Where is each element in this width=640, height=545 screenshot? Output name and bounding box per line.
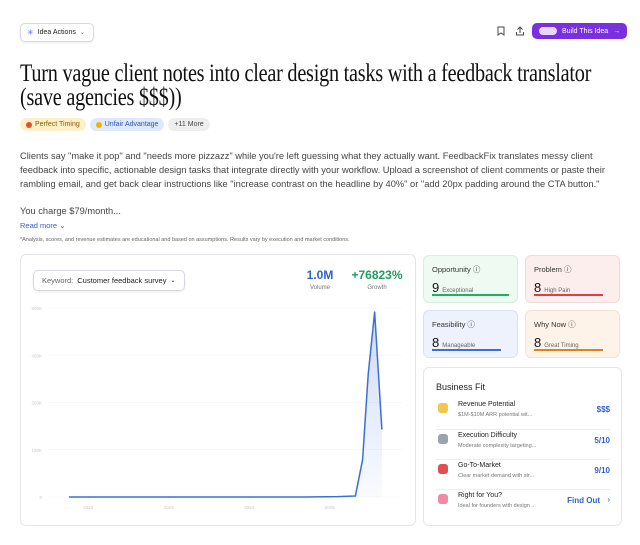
score-bar [534,349,603,351]
fit-desc: Clear market demand with str... [458,473,535,479]
growth-stat: +76823% Growth [348,268,406,291]
tag-icon [95,121,102,128]
bookmark-icon[interactable] [496,26,506,36]
chevron: › [607,495,610,504]
card-score: 8 [534,280,542,295]
fit-name: Go-To-Market [458,462,501,469]
tag[interactable]: +11 More [168,118,210,131]
x-tick-label: 2023 [164,505,175,510]
share-icon[interactable] [515,26,525,36]
fit-desc: $1M-$10M ARR potential wit... [458,412,533,418]
area [68,312,382,497]
row-icon [438,494,448,504]
fit-desc: Ideal for founders with design ... [458,503,536,509]
score-bar [432,349,501,351]
y-tick-label: 600K [31,306,42,311]
tag-text: Unfair Advantage [104,121,159,128]
keyword-label: Keyword: [42,276,74,285]
tag-icon [26,121,32,128]
sparkle-icon: ✳ [27,28,34,37]
score-track [432,294,518,296]
card-sub: Great Timing [544,343,579,349]
fit-desc: Moderate complexity targeting... [458,443,537,449]
score-card[interactable]: Feasibility ⓘ 8 Manageable [423,310,518,358]
card-label: Why Now [534,320,567,329]
tag[interactable]: Unfair Advantage [89,118,165,131]
score-track [534,349,620,351]
score-track [534,294,620,296]
growth-label: Growth [367,285,387,291]
fit-value: 5/10 [594,436,610,445]
logo [539,27,557,35]
tags: Perfect Timing Unfair Advantage +11 More [20,118,210,131]
card-label: Opportunity [432,265,471,274]
fit-row: Go-To-Market Clear market demand with str… [436,459,610,490]
fit-row[interactable]: Right for You? Ideal for founders with de… [436,489,610,520]
x-tick-label: 2022 [83,505,94,510]
fit-row: Revenue Potential $1M-$10M ARR potential … [436,399,610,429]
y-tick-label: 300K [31,401,42,406]
fit-value: $$$ [596,405,610,414]
volume-label: Volume [309,285,330,291]
volume-stat: 1.0M Volume [300,268,340,291]
card-sub: High Pain [544,288,571,294]
read-more-text: Read more [20,221,58,230]
card-score: 9 [432,280,440,295]
pricing: You charge $79/month... [20,206,121,216]
line [68,311,383,498]
fit-row: Execution Difficulty Moderate complexity … [436,429,610,460]
volume-value: 1.0M [306,268,334,282]
score-card[interactable]: Opportunity ⓘ 9 Exceptional [423,255,518,303]
card-score: 8 [534,335,542,350]
y-tick-label: 150K [31,448,42,453]
fit-name: Execution Difficulty [458,432,518,439]
idea-actions-label: Idea Actions [37,29,76,36]
build-label: Build This Idea [562,27,609,35]
read-more[interactable]: Read more ⌄ [20,221,66,230]
keyword-select[interactable]: Keyword: Customer feedback survey ⌄ [33,270,185,291]
build-button[interactable]: Build This Idea → [532,23,628,39]
tag[interactable]: Perfect Timing [20,118,86,131]
fit-name: Right for You? [458,492,502,499]
tag-text: Perfect Timing [35,121,80,128]
chevron: ⌄ [79,30,85,36]
card-sub: Manageable [442,343,476,349]
trend-panel [20,254,416,526]
trend-chart: 0 150K 300K 450K 600K 2022 2023 2024 2025 [31,306,402,510]
y-tick-label: 0 [39,495,42,500]
score-bar [534,294,603,296]
y-tick-label: 450K [31,353,42,358]
x-tick-label: 2024 [244,505,255,510]
card-sub: Exceptional [442,288,474,294]
score-track [432,349,518,351]
card-label: Feasibility [432,320,466,329]
card-score: 8 [432,335,440,350]
chevron: ⌄ [170,278,176,284]
fit-value: 9/10 [594,466,610,475]
description: Clients say "make it pop" and "needs mor… [20,151,605,189]
score-card[interactable]: Why Now ⓘ 8 Great Timing [525,310,620,358]
card-label: Problem [534,265,562,274]
row-icon [438,403,448,413]
row-icon [438,434,448,444]
x-tick-label: 2025 [325,505,336,510]
tag-text: +11 More [174,121,204,128]
keyword-value: Customer feedback survey [77,276,167,285]
growth-value: +76823% [351,268,403,282]
idea-actions-button[interactable]: ✳ Idea Actions ⌄ [20,23,94,42]
row-icon [438,464,448,474]
fit-name: Revenue Potential [458,401,516,408]
page-title: Turn vague client notes into clear desig… [20,60,592,111]
score-bar [432,294,510,296]
arrow: → [613,27,621,35]
business-fit-panel: Business Fit Revenue Potential $1M-$10M A… [423,367,622,526]
business-fit-title: Business Fit [436,382,486,392]
score-card[interactable]: Problem ⓘ 8 High Pain [525,255,620,303]
fit-value[interactable]: Find Out [567,496,600,505]
disclaimer: *Analysis, scores, and revenue estimates… [20,237,350,243]
